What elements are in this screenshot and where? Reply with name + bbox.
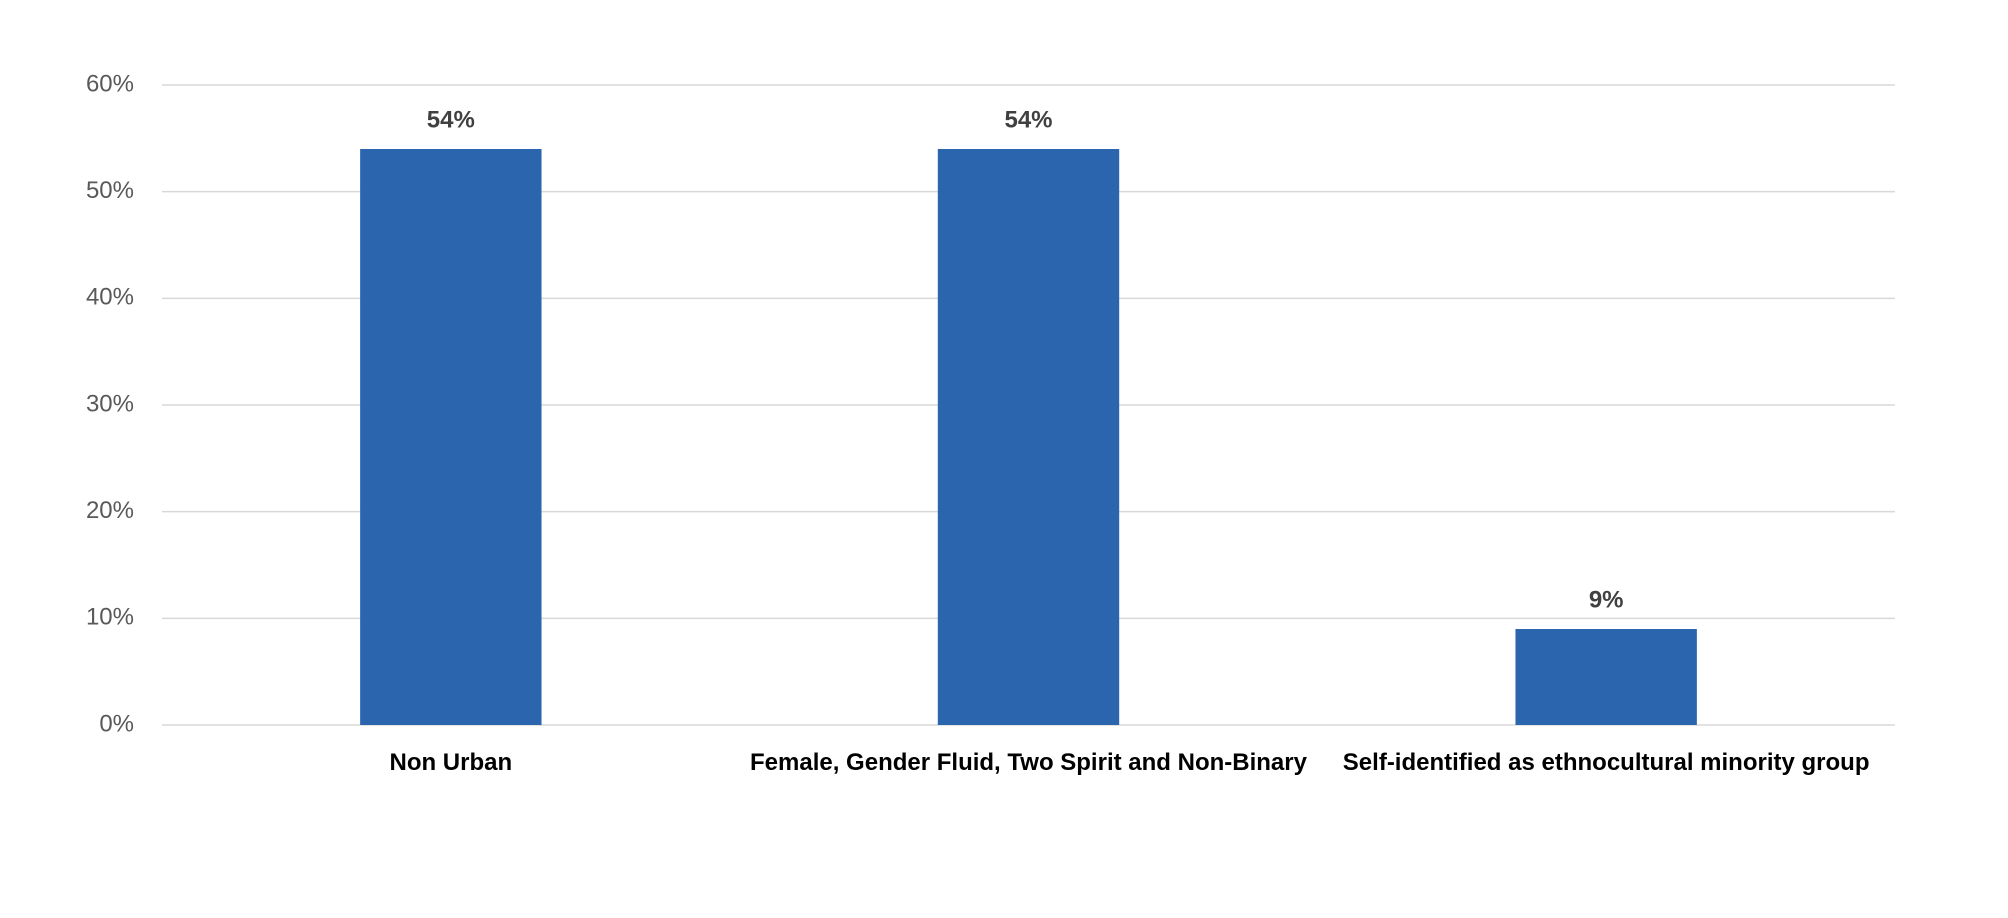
y-tick-label: 0% bbox=[99, 710, 134, 737]
y-tick-label: 60% bbox=[86, 70, 134, 97]
y-tick-label: 20% bbox=[86, 497, 134, 524]
y-tick-label: 40% bbox=[86, 284, 134, 311]
y-tick-label: 10% bbox=[86, 604, 134, 631]
data-label: 54% bbox=[427, 106, 475, 133]
y-tick-label: 50% bbox=[86, 177, 134, 204]
bar bbox=[1515, 629, 1697, 725]
bar bbox=[937, 149, 1120, 725]
x-tick-label: Female, Gender Fluid, Two Spirit and Non… bbox=[750, 749, 1307, 776]
y-tick-label: 30% bbox=[86, 390, 134, 417]
x-tick-label: Self-identified as ethnocultural minorit… bbox=[1342, 749, 1870, 776]
bar bbox=[360, 149, 542, 725]
data-label: 9% bbox=[1589, 586, 1624, 613]
x-tick-label: Non Urban bbox=[389, 749, 513, 776]
data-label: 54% bbox=[1004, 106, 1052, 133]
